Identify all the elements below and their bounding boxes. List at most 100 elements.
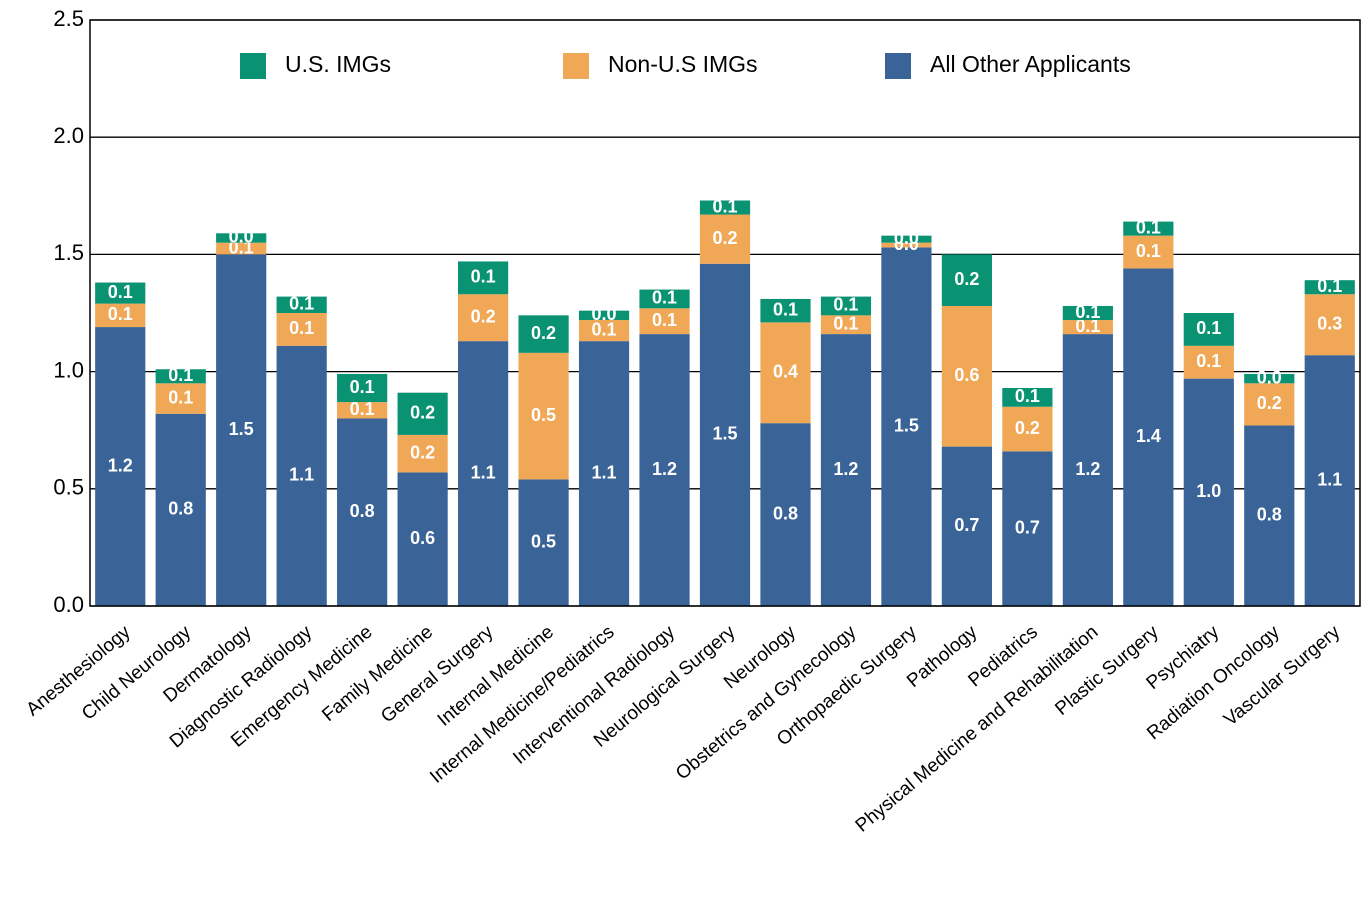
value-label: 0.1 xyxy=(1015,386,1040,406)
bar-segment xyxy=(337,373,388,403)
bar-segment xyxy=(881,242,932,248)
bar-segment xyxy=(337,402,388,419)
value-label: 0.2 xyxy=(410,403,435,423)
bar-segment xyxy=(1002,406,1053,452)
y-tick-label: 2.0 xyxy=(53,123,84,148)
value-label: 0.2 xyxy=(712,228,737,248)
value-label: 0.1 xyxy=(833,295,858,315)
value-label: 0.2 xyxy=(1015,418,1040,438)
bar-segment xyxy=(578,320,630,342)
value-label: 1.5 xyxy=(712,424,737,444)
bar-segment xyxy=(95,282,146,304)
bar-segment xyxy=(1183,378,1234,606)
value-label: 0.1 xyxy=(350,377,375,397)
value-label: 0.5 xyxy=(531,405,556,425)
bar-segment xyxy=(1123,221,1174,236)
value-label: 0.1 xyxy=(652,288,677,308)
value-label: 0.1 xyxy=(1075,302,1100,322)
bar-segment xyxy=(397,472,448,606)
value-label: 0.1 xyxy=(1317,276,1342,296)
value-label: 1.5 xyxy=(894,415,919,435)
value-label: 1.2 xyxy=(833,459,858,479)
bar-segment xyxy=(518,315,569,353)
bar-segment xyxy=(1244,425,1295,606)
bar-segment xyxy=(1062,305,1113,321)
bar-segment xyxy=(397,434,448,473)
bar-segment xyxy=(1183,345,1234,379)
value-label: 0.1 xyxy=(1196,351,1221,371)
value-label: 1.5 xyxy=(229,419,254,439)
bar-segment xyxy=(1062,320,1113,335)
legend-swatch xyxy=(240,53,266,79)
bar-segment xyxy=(276,313,327,346)
bar-segment xyxy=(699,214,751,264)
bar-segment xyxy=(881,247,932,607)
bar-segment xyxy=(155,383,206,414)
value-label: 0.2 xyxy=(954,269,979,289)
bar-segment xyxy=(699,263,751,606)
value-label: 0.3 xyxy=(1317,313,1342,333)
bar-segment xyxy=(941,446,993,606)
value-label: 0.6 xyxy=(954,365,979,385)
bar-segment xyxy=(639,308,690,335)
y-tick-label: 1.5 xyxy=(53,240,84,265)
value-label: 0.1 xyxy=(289,294,314,314)
value-label: 0.1 xyxy=(1136,217,1161,237)
bar-segment xyxy=(457,261,509,295)
bar-segment xyxy=(155,369,206,384)
legend-swatch xyxy=(885,53,911,79)
value-label: 0.0 xyxy=(894,228,919,248)
bar-segment xyxy=(216,242,267,255)
bar-segment xyxy=(276,345,327,606)
value-label: 0.1 xyxy=(168,365,193,385)
y-tick-label: 1.0 xyxy=(53,357,84,382)
value-label: 1.1 xyxy=(471,462,496,482)
bar-segment xyxy=(760,322,811,424)
bar-segment xyxy=(397,392,448,435)
bar-segment xyxy=(518,352,569,480)
value-label: 0.2 xyxy=(410,442,435,462)
bar-segment xyxy=(216,233,267,243)
value-label: 0.1 xyxy=(108,282,133,302)
bar-segment xyxy=(760,423,811,606)
value-label: 1.2 xyxy=(1075,459,1100,479)
bar-segment xyxy=(155,413,206,606)
value-label: 0.8 xyxy=(773,503,798,523)
value-label: 0.1 xyxy=(1136,241,1161,261)
value-label: 0.2 xyxy=(531,323,556,343)
bar-segment xyxy=(1304,355,1355,606)
legend-label: Non-U.S IMGs xyxy=(608,51,758,77)
bar-segment xyxy=(578,341,630,606)
bar-segment xyxy=(1244,373,1295,384)
value-label: 0.1 xyxy=(1196,318,1221,338)
value-label: 0.0 xyxy=(592,304,617,324)
bar-segment xyxy=(518,479,569,606)
bar-segment xyxy=(95,303,146,328)
bar-segment xyxy=(639,289,690,309)
legend-swatch xyxy=(563,53,589,79)
bar-segment xyxy=(578,310,630,321)
legend-label: U.S. IMGs xyxy=(285,51,391,77)
value-label: 0.1 xyxy=(652,310,677,330)
bar-segment xyxy=(820,315,872,335)
value-label: 0.7 xyxy=(1015,517,1040,537)
value-label: 0.8 xyxy=(1257,505,1282,525)
value-label: 0.1 xyxy=(592,319,617,339)
value-label: 0.4 xyxy=(773,362,798,382)
bar-segment xyxy=(1002,451,1053,606)
value-label: 0.7 xyxy=(954,515,979,535)
value-label: 0.8 xyxy=(350,501,375,521)
x-tick-label: Plastic Surgery xyxy=(1051,621,1163,720)
bar-segment xyxy=(1062,334,1113,606)
value-label: 0.1 xyxy=(773,299,798,319)
value-label: 0.5 xyxy=(531,531,556,551)
value-label: 0.0 xyxy=(229,227,254,247)
legend-label: All Other Applicants xyxy=(930,51,1131,77)
value-label: 0.6 xyxy=(410,528,435,548)
value-label: 1.4 xyxy=(1136,426,1161,446)
bar-segment xyxy=(881,235,932,243)
y-tick-label: 0.0 xyxy=(53,592,84,617)
bar-segment xyxy=(1123,235,1174,269)
bar-segment xyxy=(639,334,690,606)
